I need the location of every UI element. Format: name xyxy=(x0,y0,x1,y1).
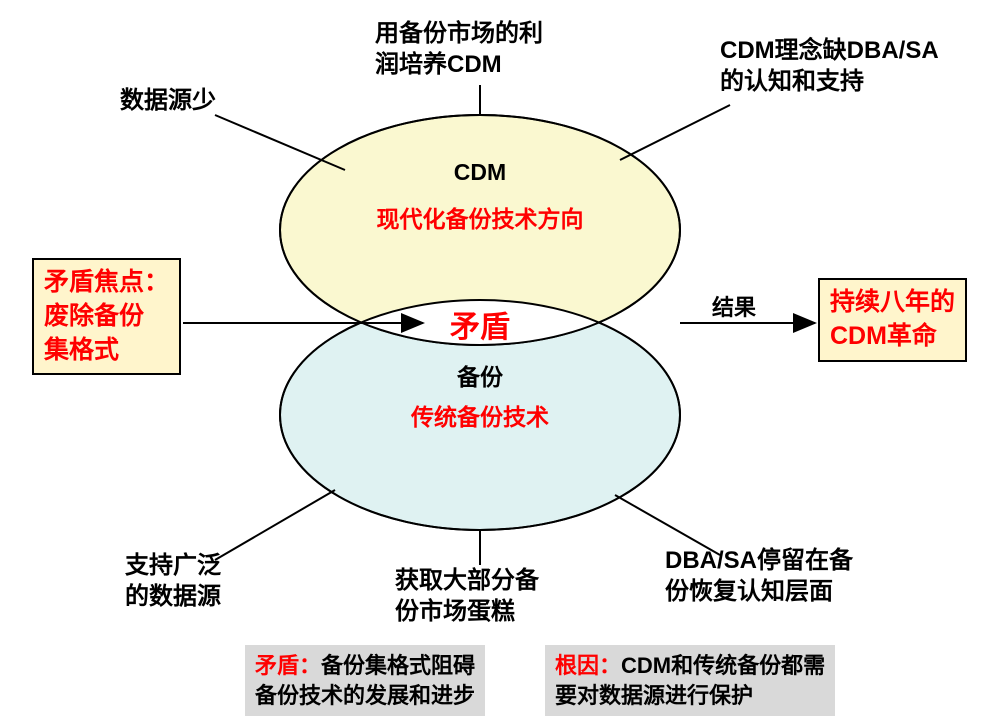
callout-bottom-mid: 获取大部分备 份市场蛋糕 xyxy=(395,565,539,627)
footer-left-highlight: 矛盾： xyxy=(255,653,321,678)
left-box-line1: 矛盾焦点： xyxy=(44,268,169,296)
callout-bottom-right-line2: 份恢复认知层面 xyxy=(665,578,833,605)
left-box-line3: 集格式 xyxy=(44,336,119,364)
right-box-line2: CDM革命 xyxy=(830,322,937,350)
right-box: 持续八年的 CDM革命 xyxy=(818,278,967,362)
right-box-line1: 持续八年的 xyxy=(830,288,955,316)
top-ellipse-subtitle: 现代化备份技术方向 xyxy=(330,200,630,234)
venn-center-label: 矛盾 xyxy=(420,302,540,346)
callout-top-right: CDM理念缺DBA/SA 的认知和支持 xyxy=(720,35,939,97)
callout-bottom-left: 支持广泛 的数据源 xyxy=(125,550,221,612)
diagram-stage: CDM 现代化备份技术方向 矛盾 备份 传统备份技术 结果 数据源少 用备份市场… xyxy=(0,0,1002,717)
footer-left-line2: 备份技术的发展和进步 xyxy=(255,683,475,708)
left-box: 矛盾焦点： 废除备份 集格式 xyxy=(32,258,181,375)
arrow-right-label: 结果 xyxy=(712,290,756,322)
footer-right-rest1: CDM和传统备份都需 xyxy=(621,653,825,678)
callout-bottom-right: DBA/SA停留在备 份恢复认知层面 xyxy=(665,545,853,607)
bottom-ellipse-title: 备份 xyxy=(380,358,580,392)
callout-top-mid-line1: 用备份市场的利 xyxy=(375,20,543,47)
callout-bottom-left-line2: 的数据源 xyxy=(125,583,221,610)
callout-top-mid: 用备份市场的利 润培养CDM xyxy=(375,18,543,80)
footer-right-highlight: 根因： xyxy=(555,653,621,678)
callout-top-mid-line2: 润培养CDM xyxy=(375,51,502,78)
footer-right-box: 根因：CDM和传统备份都需 要对数据源进行保护 xyxy=(545,645,835,716)
top-ellipse-title: CDM xyxy=(380,159,580,186)
footer-left-rest1: 备份集格式阻碍 xyxy=(321,653,475,678)
callout-top-left: 数据源少 xyxy=(120,80,216,115)
callout-top-right-line1: CDM理念缺DBA/SA xyxy=(720,37,939,64)
callout-bottom-mid-line2: 份市场蛋糕 xyxy=(395,598,515,625)
footer-left-box: 矛盾：备份集格式阻碍 备份技术的发展和进步 xyxy=(245,645,485,716)
left-box-line2: 废除备份 xyxy=(44,302,144,330)
callout-bottom-right-line1: DBA/SA停留在备 xyxy=(665,547,853,574)
callout-bottom-left-line1: 支持广泛 xyxy=(125,552,221,579)
bottom-ellipse-subtitle: 传统备份技术 xyxy=(330,398,630,432)
footer-right-line2: 要对数据源进行保护 xyxy=(555,683,753,708)
callout-bottom-mid-line1: 获取大部分备 xyxy=(395,567,539,594)
callout-top-right-line2: 的认知和支持 xyxy=(720,68,864,95)
